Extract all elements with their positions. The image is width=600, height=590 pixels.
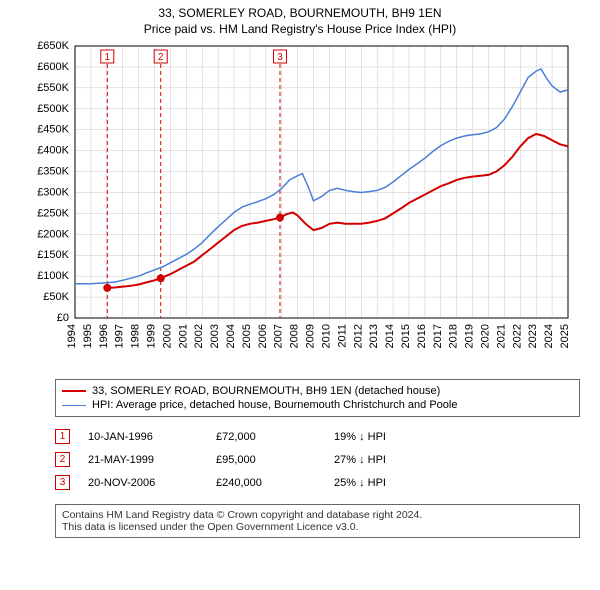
event-price: £72,000 [216, 431, 316, 443]
svg-text:2014: 2014 [384, 324, 396, 348]
svg-text:2015: 2015 [400, 324, 412, 348]
event-price: £95,000 [216, 454, 316, 466]
svg-text:2023: 2023 [527, 324, 539, 348]
svg-text:2020: 2020 [479, 324, 491, 348]
svg-text:2003: 2003 [209, 324, 221, 348]
legend-row: 33, SOMERLEY ROAD, BOURNEMOUTH, BH9 1EN … [62, 384, 573, 398]
title-subtitle: Price paid vs. HM Land Registry's House … [0, 22, 600, 36]
svg-text:£350K: £350K [37, 166, 69, 178]
footer-line: This data is licensed under the Open Gov… [62, 521, 573, 533]
svg-text:£250K: £250K [37, 207, 69, 219]
svg-text:£200K: £200K [37, 228, 69, 240]
event-delta: 25% ↓ HPI [334, 477, 386, 489]
event-marker-icon: 3 [55, 475, 70, 490]
svg-text:1998: 1998 [130, 324, 142, 348]
svg-text:1996: 1996 [98, 324, 110, 348]
legend: 33, SOMERLEY ROAD, BOURNEMOUTH, BH9 1EN … [55, 379, 580, 417]
svg-text:£550K: £550K [37, 82, 69, 94]
svg-text:2022: 2022 [511, 324, 523, 348]
chart-container: 33, SOMERLEY ROAD, BOURNEMOUTH, BH9 1EN … [0, 0, 600, 538]
svg-text:2013: 2013 [368, 324, 380, 348]
svg-text:2: 2 [158, 52, 164, 63]
svg-text:£150K: £150K [37, 249, 69, 261]
svg-text:£300K: £300K [37, 186, 69, 198]
svg-text:2024: 2024 [543, 324, 555, 348]
svg-text:£50K: £50K [43, 291, 69, 303]
svg-text:1994: 1994 [66, 324, 78, 348]
event-date: 10-JAN-1996 [88, 431, 198, 443]
chart-titles: 33, SOMERLEY ROAD, BOURNEMOUTH, BH9 1EN … [0, 0, 600, 38]
event-row: 2 21-MAY-1999 £95,000 27% ↓ HPI [55, 448, 580, 471]
svg-text:2018: 2018 [448, 324, 460, 348]
svg-text:2016: 2016 [416, 324, 428, 348]
legend-label: 33, SOMERLEY ROAD, BOURNEMOUTH, BH9 1EN … [92, 385, 440, 397]
svg-text:£600K: £600K [37, 61, 69, 73]
legend-swatch-hpi [62, 405, 86, 406]
svg-text:£100K: £100K [37, 270, 69, 282]
event-row: 1 10-JAN-1996 £72,000 19% ↓ HPI [55, 425, 580, 448]
events-list: 1 10-JAN-1996 £72,000 19% ↓ HPI 2 21-MAY… [55, 423, 580, 496]
event-delta: 19% ↓ HPI [334, 431, 386, 443]
svg-text:2006: 2006 [257, 324, 269, 348]
svg-text:2019: 2019 [464, 324, 476, 348]
footer-line: Contains HM Land Registry data © Crown c… [62, 509, 573, 521]
chart-plot: £0 £50K £100K £150K £200K £250K £300K £350K £400… [20, 38, 580, 371]
svg-text:2021: 2021 [495, 324, 507, 348]
svg-text:2000: 2000 [161, 324, 173, 348]
svg-text:£650K: £650K [37, 40, 69, 52]
legend-row: HPI: Average price, detached house, Bour… [62, 398, 573, 412]
event-marker-icon: 2 [55, 452, 70, 467]
event-date: 20-NOV-2006 [88, 477, 198, 489]
legend-swatch-property [62, 390, 86, 392]
svg-text:2002: 2002 [193, 324, 205, 348]
svg-text:1: 1 [105, 52, 111, 63]
svg-text:1997: 1997 [114, 324, 126, 348]
svg-text:£0: £0 [57, 312, 69, 324]
svg-text:2025: 2025 [559, 324, 571, 348]
svg-text:£450K: £450K [37, 124, 69, 136]
svg-text:2005: 2005 [241, 324, 253, 348]
svg-text:2007: 2007 [273, 324, 285, 348]
svg-text:2012: 2012 [352, 324, 364, 348]
event-marker-icon: 1 [55, 429, 70, 444]
svg-text:2017: 2017 [432, 324, 444, 348]
svg-text:3: 3 [277, 52, 283, 63]
svg-text:2008: 2008 [289, 324, 301, 348]
svg-text:2009: 2009 [305, 324, 317, 348]
event-price: £240,000 [216, 477, 316, 489]
event-delta: 27% ↓ HPI [334, 454, 386, 466]
chart-svg: £0 £50K £100K £150K £200K £250K £300K £350K £400… [20, 38, 580, 368]
legend-label: HPI: Average price, detached house, Bour… [92, 399, 457, 411]
svg-text:2001: 2001 [177, 324, 189, 348]
svg-text:2004: 2004 [225, 324, 237, 348]
svg-text:1999: 1999 [146, 324, 158, 348]
title-address: 33, SOMERLEY ROAD, BOURNEMOUTH, BH9 1EN [0, 6, 600, 20]
svg-text:2010: 2010 [320, 324, 332, 348]
footer-attribution: Contains HM Land Registry data © Crown c… [55, 504, 580, 538]
svg-text:£400K: £400K [37, 145, 69, 157]
svg-text:£500K: £500K [37, 103, 69, 115]
event-date: 21-MAY-1999 [88, 454, 198, 466]
event-row: 3 20-NOV-2006 £240,000 25% ↓ HPI [55, 471, 580, 494]
svg-text:1995: 1995 [82, 324, 94, 348]
svg-text:2011: 2011 [336, 324, 348, 348]
